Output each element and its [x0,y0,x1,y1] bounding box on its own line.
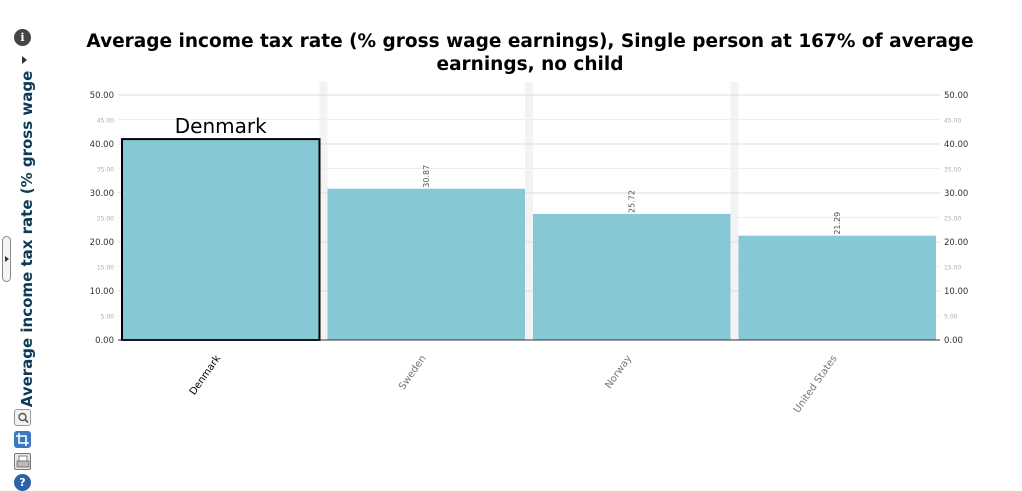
y-tick-label-left: 5.00 [101,314,115,321]
chart-title: Average income tax rate (% gross wage ea… [86,31,974,75]
column-separator [525,82,533,340]
y-tick-label-left: 40.00 [90,140,114,150]
y-tick-label-right: 0.00 [944,336,963,346]
y-tick-label-right: 15.00 [944,265,961,272]
bar-norway [533,213,731,340]
magnifier-glyph [18,412,29,424]
y-tick-label-right: 20.00 [944,238,968,248]
y-tick-label-left: 45.00 [97,118,114,125]
triangle-right-icon[interactable] [22,56,27,64]
data-label: 21.29 [833,212,842,235]
y-tick-label-right: 5.00 [944,314,958,321]
printer-glyph [16,455,30,468]
bar-denmark [121,138,321,341]
bar-sweden [327,188,525,340]
y-tick-label-left: 10.00 [90,287,114,297]
y-tick-label-left: 30.00 [90,189,114,199]
y-tick-label-left: 25.00 [97,216,114,223]
data-label: 30.87 [422,165,431,188]
y-tick-label-left: 50.00 [90,91,114,101]
y-tick-label-right: 40.00 [944,140,968,150]
y-tick-label-right: 25.00 [944,216,961,223]
info-icon[interactable]: i [14,29,31,46]
panel-collapse-handle[interactable] [2,236,11,282]
column-separator [319,82,328,340]
y-tick-label-right: 10.00 [944,287,968,297]
chevron-right-icon [5,256,9,262]
y-tick-label-left: 20.00 [90,238,114,248]
column-separator [730,82,739,340]
crop-icon[interactable] [14,431,31,448]
crop-glyph [16,433,29,446]
y-tick-label-left: 15.00 [97,265,114,272]
x-tick-label: Denmark [188,353,223,397]
highlight-label: Denmark [175,114,267,138]
printer-icon[interactable] [14,453,31,470]
y-tick-label-right: 45.00 [944,118,961,125]
y-tick-label-right: 35.00 [944,167,961,174]
x-tick-label: Norway [603,353,634,390]
x-tick-label: United States [792,353,840,415]
bar-united-states [738,235,936,340]
data-label: 25.72 [628,190,637,213]
y-tick-label-right: 30.00 [944,189,968,199]
y-tick-label-left: 35.00 [97,167,114,174]
y-tick-label-left: 0.00 [95,336,114,346]
magnifier-icon[interactable] [14,409,31,426]
x-tick-label: Sweden [397,353,429,392]
y-tick-label-right: 50.00 [944,91,968,101]
